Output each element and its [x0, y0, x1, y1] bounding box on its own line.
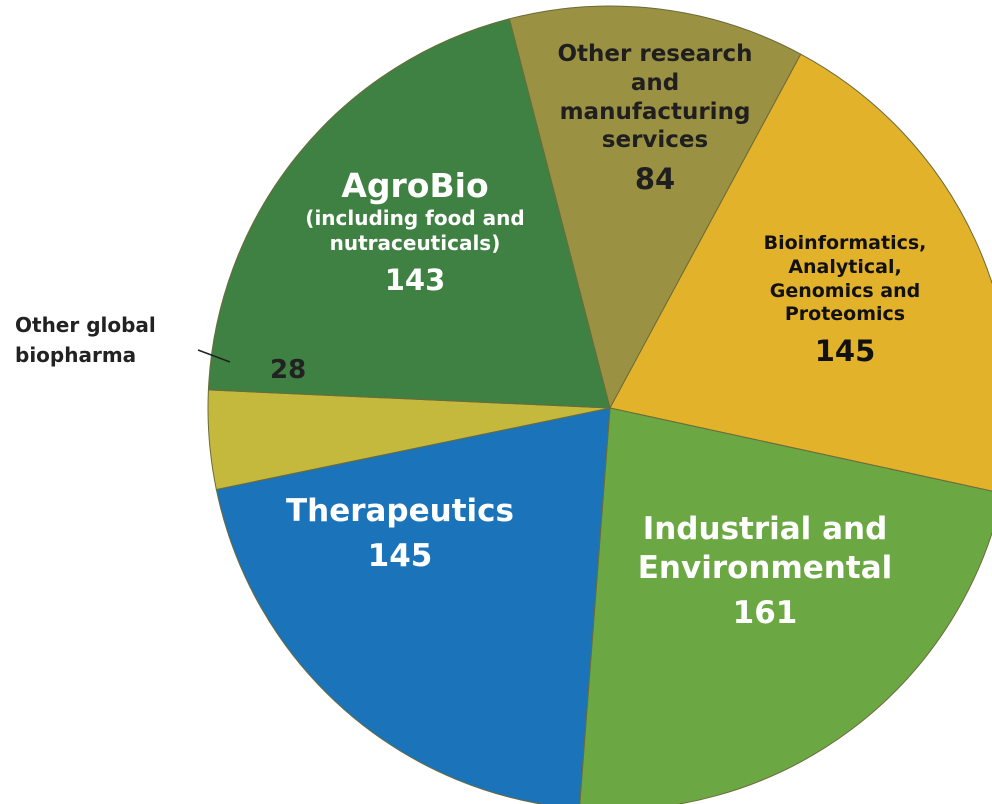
value-label: 143	[384, 263, 446, 298]
pie-slice	[508, 5, 802, 410]
value-label: 145	[367, 537, 433, 574]
pie-slice	[215, 407, 611, 804]
pie-slice	[579, 407, 992, 804]
slice-label-group: Therapeutics 145	[250, 492, 550, 576]
slice-label-group: AgroBio (including food and nutraceutical…	[280, 165, 550, 299]
slice-label: Therapeutics	[285, 493, 514, 529]
value-label: 145	[814, 334, 876, 368]
slice-note: (including food and nutraceuticals)	[305, 206, 525, 256]
value-label: 161	[732, 594, 798, 631]
slice-label: Industrial and Environmental	[637, 511, 893, 586]
pie-slice	[207, 18, 611, 409]
pie-slice	[609, 53, 992, 492]
slice-label: Other global biopharma	[15, 313, 156, 367]
slice-label-group: Other research and manufacturing service…	[545, 40, 765, 197]
leader-line	[197, 349, 231, 363]
slice-label: AgroBio	[341, 166, 489, 205]
slice-label-group: Bioinformatics, Analytical, Genomics and…	[735, 232, 955, 369]
slice-label-group: Industrial and Environmental 161	[605, 510, 925, 632]
value-label: 84	[634, 162, 676, 196]
slice-label: Other research and manufacturing service…	[557, 41, 753, 154]
slice-label: Bioinformatics, Analytical, Genomics and…	[763, 232, 927, 326]
value-label: 28	[270, 355, 307, 385]
